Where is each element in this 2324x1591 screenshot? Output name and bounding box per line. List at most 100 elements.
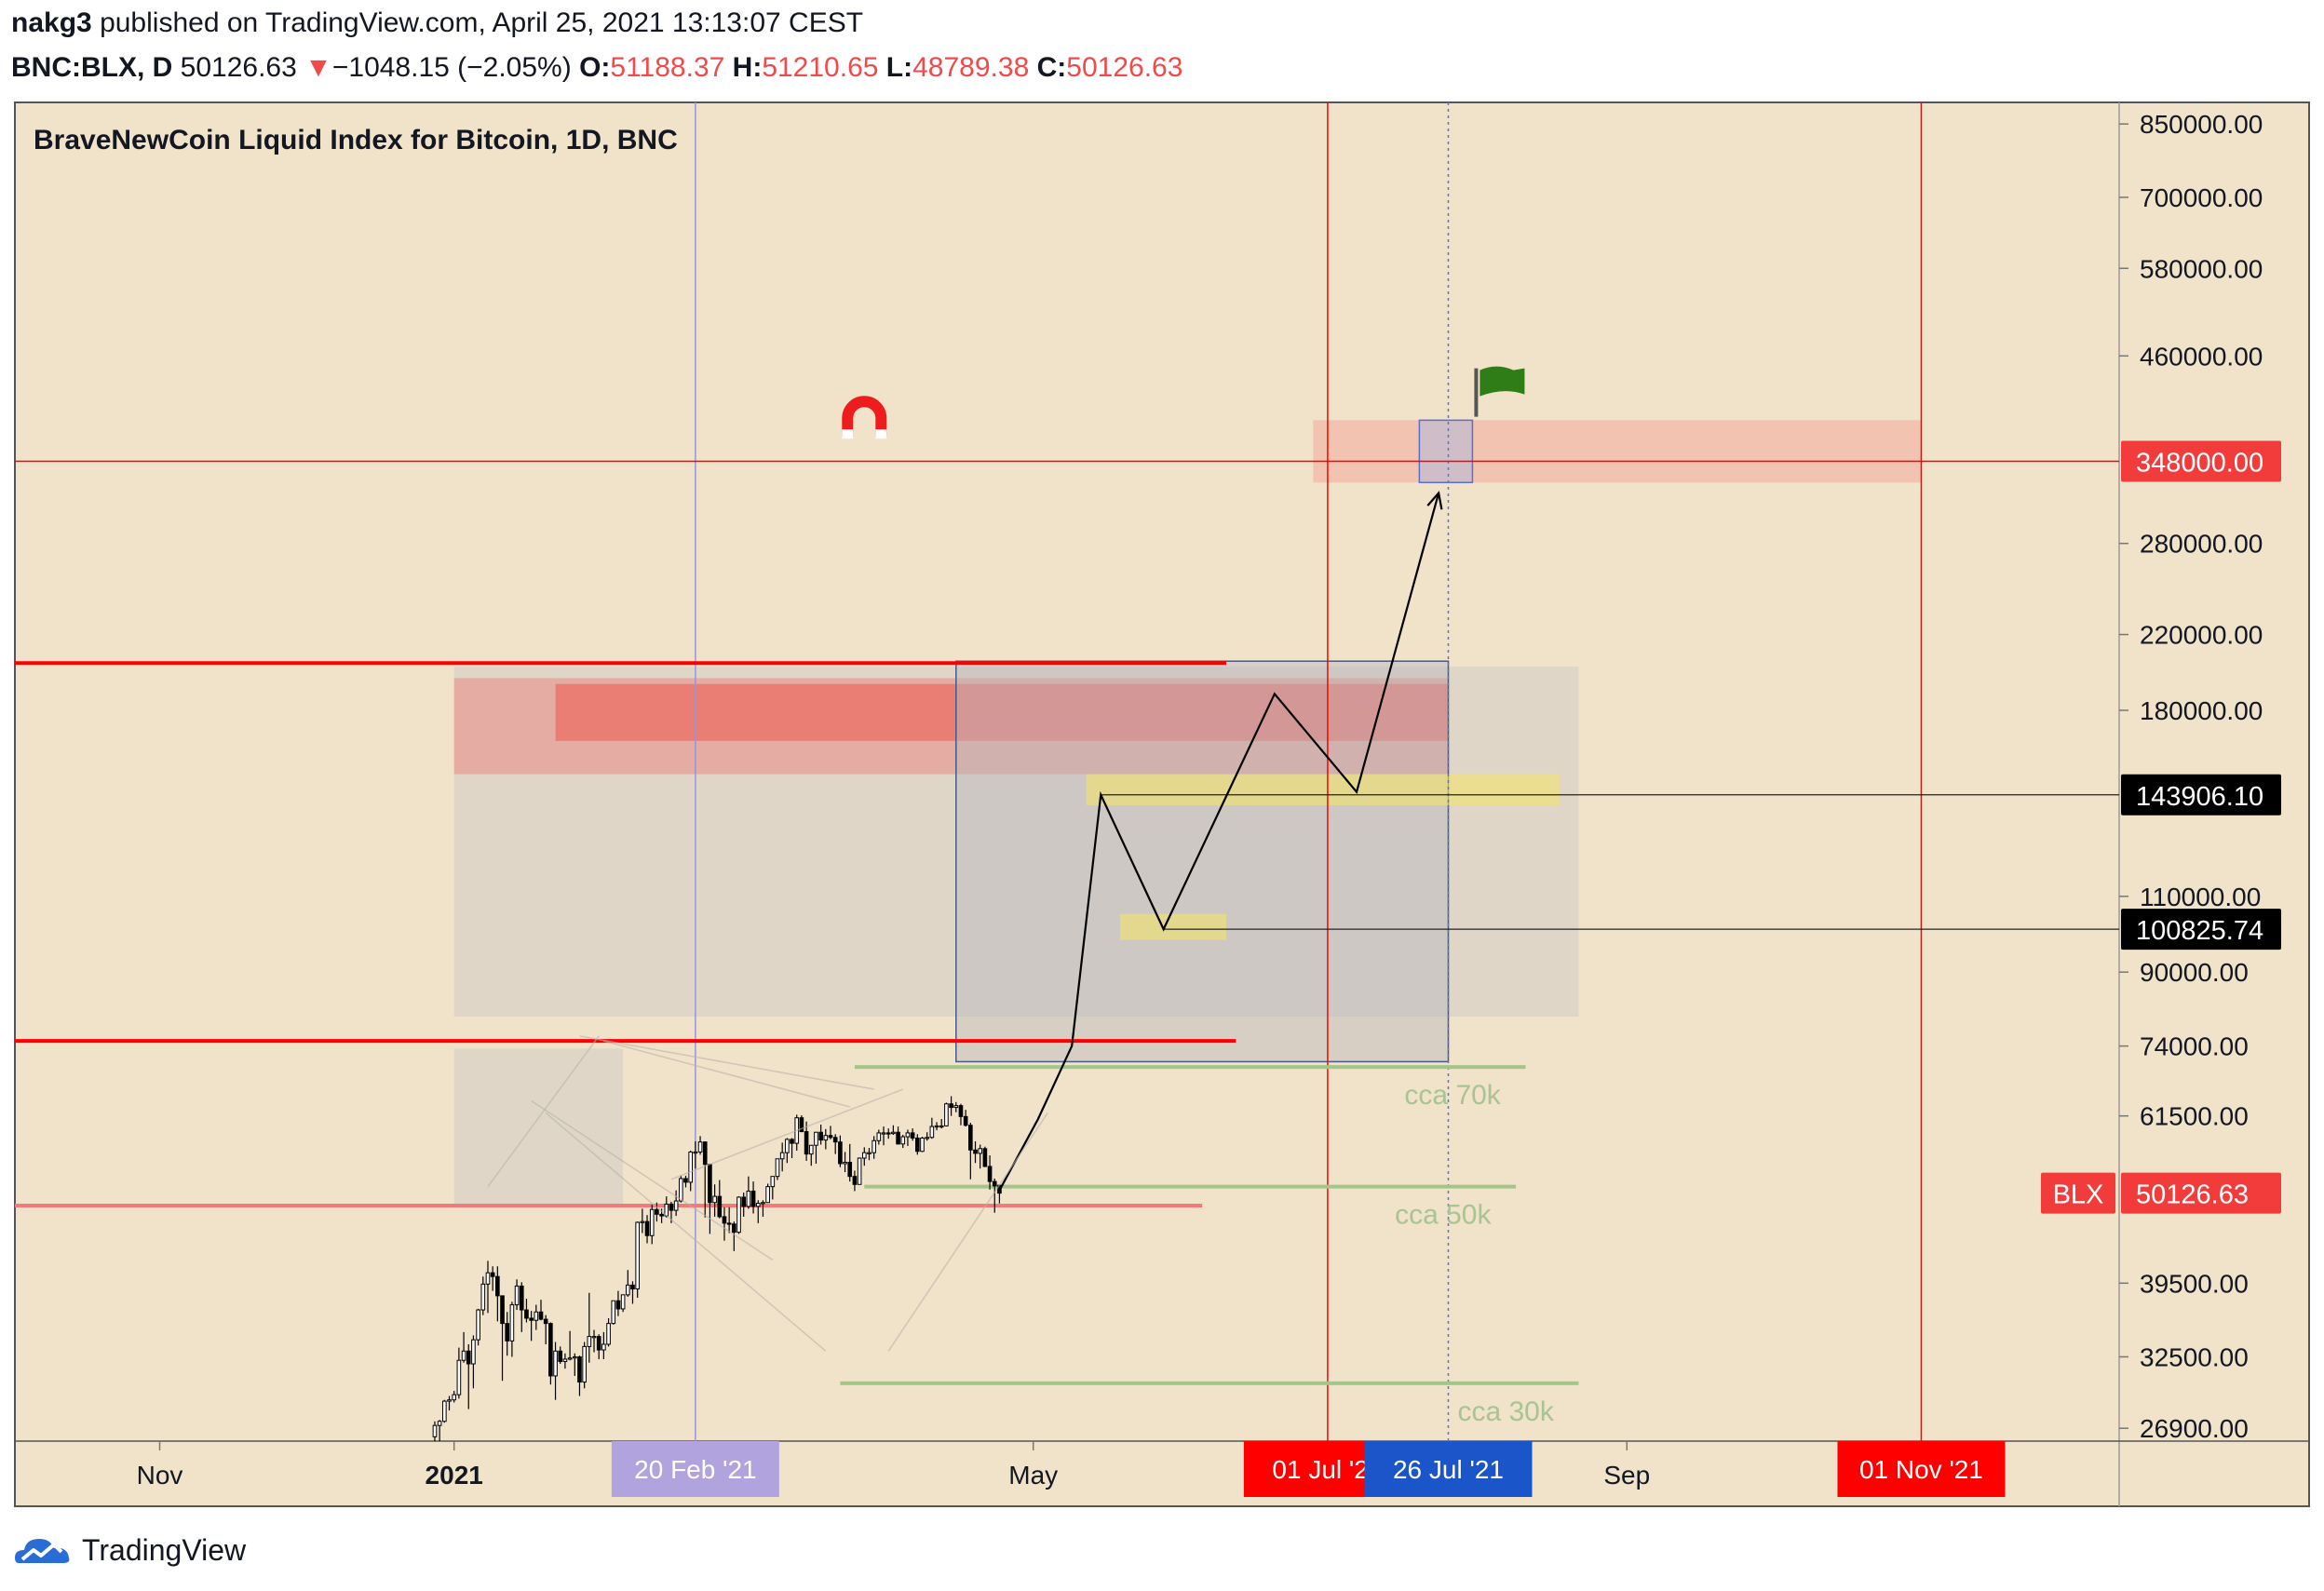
candle [808,1144,814,1166]
candle-body [746,1190,751,1207]
price-label-box [2121,774,2281,816]
date-label: 20 Feb '21 [634,1455,756,1484]
candle-body [466,1350,471,1365]
candle [548,1322,553,1385]
drawing-arrow [603,1040,850,1108]
magnet-tip [875,429,887,439]
candle [567,1330,573,1361]
price-label: 50126.63 [2136,1180,2249,1210]
candle [683,1175,688,1188]
candle-body [799,1117,804,1133]
candle [944,1102,949,1127]
candle-body [808,1144,814,1155]
candle [852,1170,858,1192]
candle-body [505,1323,510,1342]
date-label-box [1364,1441,1533,1497]
candle-body [572,1355,577,1359]
candle-body [679,1178,683,1202]
open-label: O: [579,52,611,83]
candle [437,1420,442,1441]
candle-body [736,1196,741,1234]
drawing-arrow [579,1035,874,1090]
candle [963,1110,968,1127]
candle [982,1146,988,1167]
candle [471,1335,476,1389]
drawing-arrow [670,1088,904,1180]
low-value: 48789.38 [912,52,1030,83]
candle [992,1178,997,1213]
candle-body [582,1345,587,1383]
zone-pink [1313,420,1922,483]
candle-body [620,1294,626,1310]
candle [920,1137,925,1153]
candle-body [929,1126,935,1139]
candle-body [476,1309,480,1341]
open-value: 51188.37 [610,52,725,83]
candle [722,1207,727,1241]
candle [843,1152,847,1173]
candle-body [683,1178,688,1183]
y-tick-label: 220000.00 [2140,621,2263,650]
candle-body [534,1311,539,1321]
candle-body [914,1137,920,1153]
candle [741,1193,747,1217]
candle-body [640,1220,645,1223]
candle-body [500,1295,505,1325]
candle-body [708,1164,712,1204]
candle-body [843,1161,847,1165]
candle-body [606,1323,611,1345]
candle-body [553,1350,558,1377]
candle-body [982,1148,988,1167]
tradingview-cloud-icon[interactable] [13,1531,73,1569]
candle-body [452,1394,457,1401]
y-tick-label: 280000.00 [2140,530,2263,559]
footer-brand[interactable]: TradingView [82,1532,247,1567]
candle [867,1148,872,1161]
candle [905,1129,911,1146]
date-label: 26 Jul '21 [1393,1455,1504,1484]
candle-body [953,1105,959,1109]
candle-body [543,1318,548,1325]
low-label: L: [885,52,913,83]
candle-body [456,1359,462,1395]
candle-body [625,1284,630,1296]
magnet-tip [842,429,854,439]
price-tag: BLX [2053,1180,2104,1210]
candle [779,1142,785,1172]
candle-body [872,1139,876,1153]
candle [688,1150,694,1192]
candle-body [790,1139,794,1144]
published-text: published on TradingView.com, April 25, … [100,7,864,38]
candle-body [693,1151,698,1154]
candle [495,1266,500,1322]
candle [775,1158,780,1180]
candle-body [471,1339,476,1365]
drawing-arrow [487,1035,600,1188]
candle [466,1343,471,1409]
candle-body [944,1103,949,1126]
candle-body [548,1323,553,1377]
zone-grey-outlined [955,660,1450,1063]
candle-body [529,1317,534,1321]
candle [442,1399,447,1423]
chart-title: BraveNewCoin Liquid Index for Bitcoin, 1… [34,125,678,155]
price-label: 348000.00 [2136,449,2263,479]
candle-body [726,1222,732,1225]
candle [679,1175,683,1203]
candle [630,1281,635,1304]
candle-body [538,1311,544,1320]
candle [432,1421,438,1441]
y-tick-label: 580000.00 [2140,254,2263,283]
candle [625,1270,630,1297]
author-name[interactable]: nakg3 [11,7,92,38]
candle-body [765,1186,770,1204]
footer: TradingView [13,1527,246,1573]
ohlc-legend: BNC:BLX, D 50126.63 ▼−1048.15 (−2.05%) O… [11,52,1182,84]
candle-body [973,1149,978,1154]
y-tick-label: 61500.00 [2140,1102,2249,1131]
candle [726,1207,732,1234]
candle [529,1311,534,1342]
candle-body [920,1137,925,1153]
candle [505,1312,510,1356]
